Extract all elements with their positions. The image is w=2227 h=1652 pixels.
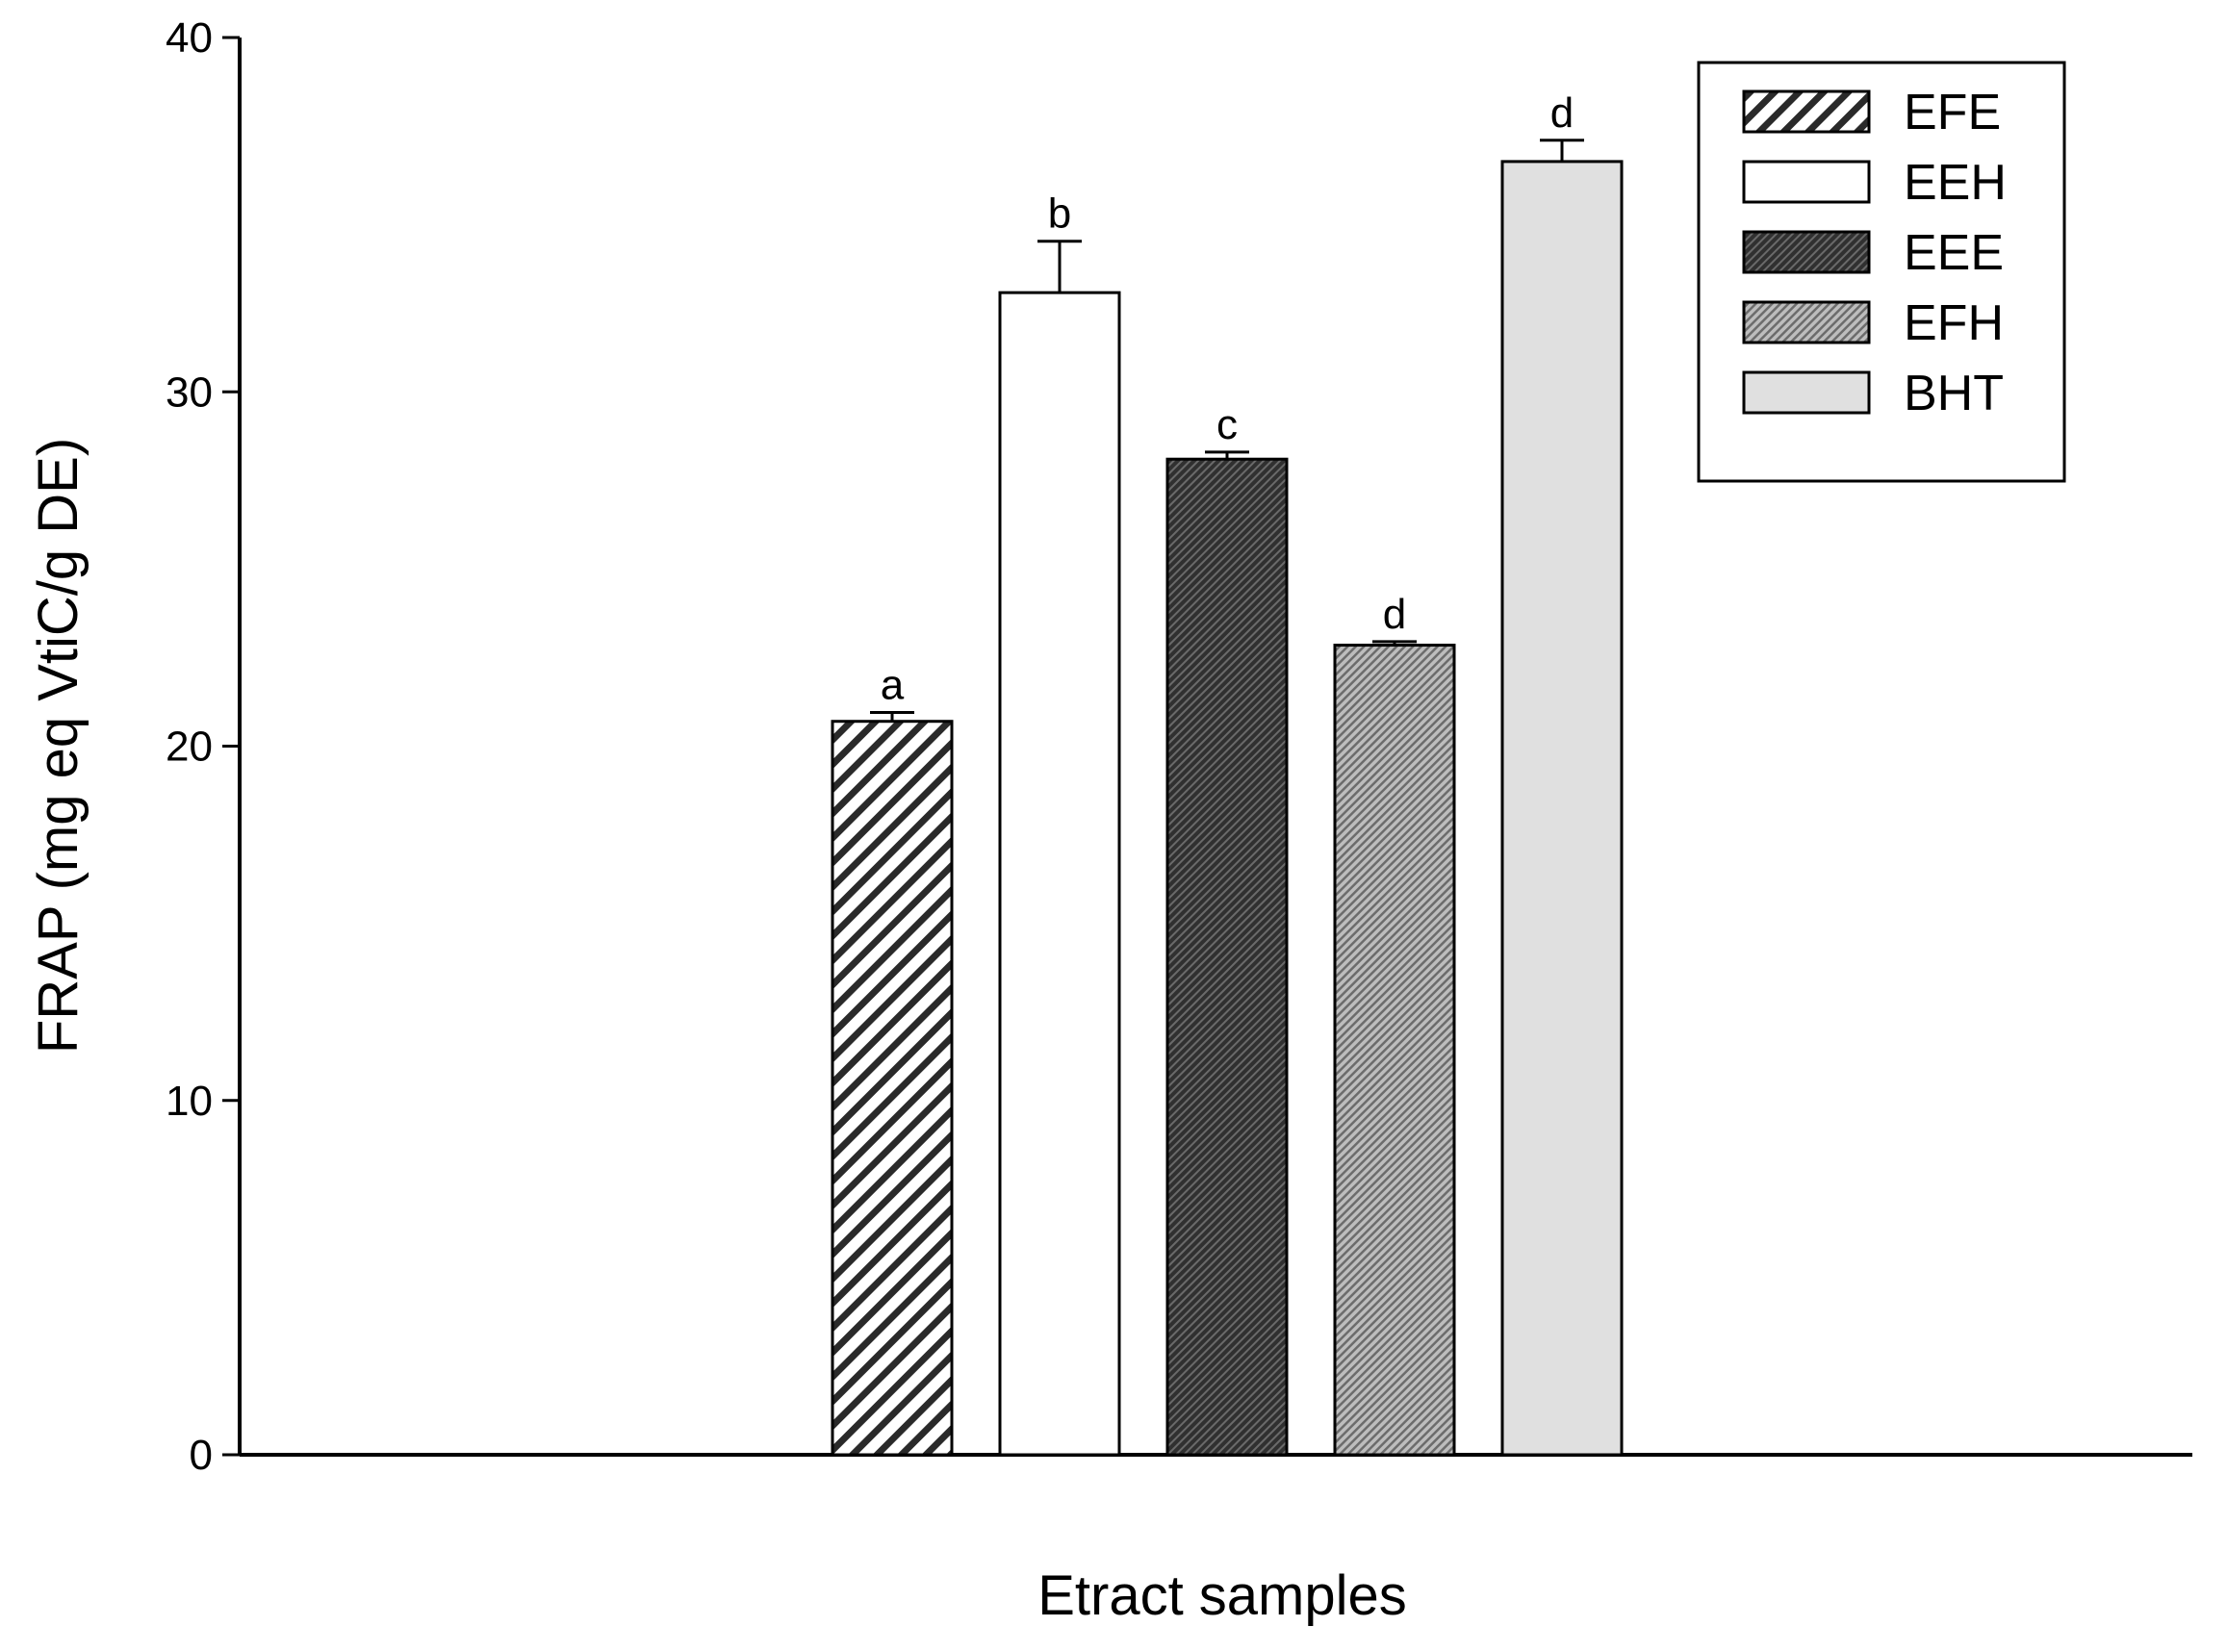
significance-letter-efe: a [881, 662, 905, 709]
legend-item-efe: EFE [1742, 85, 2001, 140]
legend-swatch-eeh [1742, 160, 1871, 204]
y-tick-label: 30 [166, 369, 213, 416]
legend-label-eeh: EEH [1904, 155, 2007, 211]
y-tick-label: 10 [166, 1078, 213, 1125]
y-tick-label: 0 [190, 1432, 213, 1479]
bar-group-eeh: b [998, 191, 1121, 1457]
legend-item-efh: EFH [1742, 295, 2004, 351]
legend-label-eee: EEE [1904, 225, 2004, 281]
significance-letter-bht: d [1550, 89, 1574, 137]
legend-label-bht: BHT [1904, 366, 2004, 421]
significance-letter-eeh: b [1048, 191, 1071, 238]
legend-swatch-efe [1742, 89, 1871, 134]
bar-group-efe: a [831, 662, 954, 1457]
bar-group-efh: d [1333, 591, 1456, 1457]
legend-swatch-efh [1742, 300, 1871, 344]
y-ticks: 0 10 20 30 40 [166, 14, 240, 1479]
bar-efh [1333, 644, 1456, 1457]
significance-letter-eee: c [1216, 401, 1238, 448]
bar-bht [1500, 160, 1624, 1457]
legend: EFE EEH EEE EFH BHT [1697, 61, 2066, 483]
legend-swatch-bht [1742, 370, 1871, 415]
bar-group-eee: c [1165, 401, 1289, 1457]
legend-item-eeh: EEH [1742, 155, 2007, 211]
x-axis-title: Etract samples [1037, 1564, 1407, 1627]
y-tick-label: 20 [166, 724, 213, 771]
y-axis-title: FRAP (mg eq VtiC/g DE) [27, 438, 90, 1054]
bars: a b c d d [831, 89, 1624, 1457]
bar-efe [831, 720, 954, 1457]
bar-eeh [998, 291, 1121, 1457]
bar-group-bht: d [1500, 89, 1624, 1457]
significance-letter-efh: d [1383, 591, 1406, 638]
legend-label-efe: EFE [1904, 85, 2001, 140]
legend-swatch-eee [1742, 230, 1871, 274]
legend-item-bht: BHT [1742, 366, 2004, 421]
bar-eee [1165, 457, 1289, 1457]
legend-label-efh: EFH [1904, 295, 2004, 351]
y-tick-label: 40 [166, 14, 213, 62]
legend-item-eee: EEE [1742, 225, 2004, 281]
